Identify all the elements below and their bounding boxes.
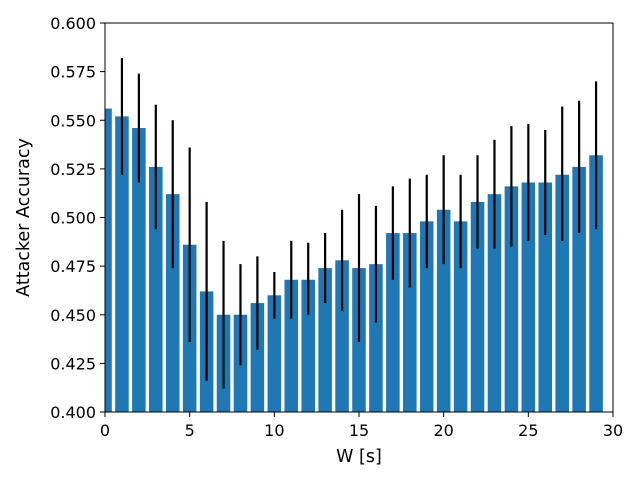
- x-tick-label: 15: [349, 421, 369, 440]
- bar: [538, 182, 553, 412]
- x-tick-label: 30: [603, 421, 623, 440]
- bar: [284, 279, 299, 412]
- y-axis-label: Attacker Accuracy: [14, 138, 34, 297]
- x-tick-label: 20: [433, 421, 453, 440]
- bar: [267, 295, 282, 412]
- y-tick-label: 0.450: [50, 306, 96, 325]
- bar: [487, 194, 502, 412]
- x-tick-label: 0: [100, 421, 110, 440]
- axes-group: 0 5 10 15 20 25 30 0.400 0.425 0.450 0.475 0.500 0.5…: [50, 14, 623, 440]
- y-tick-label: 0.400: [50, 403, 96, 422]
- x-tick-label: 25: [518, 421, 538, 440]
- bar: [504, 186, 519, 412]
- bar: [470, 201, 485, 412]
- x-tick-label: 10: [264, 421, 284, 440]
- y-tick-label: 0.425: [50, 354, 96, 373]
- x-tick-label: 5: [185, 421, 195, 440]
- bar: [105, 108, 112, 412]
- bars-group: [105, 108, 603, 413]
- y-tick-label: 0.500: [50, 209, 96, 228]
- bar: [318, 268, 332, 412]
- bar: [149, 166, 163, 412]
- bar: [115, 116, 129, 413]
- bar: [453, 221, 468, 412]
- y-tick-label: 0.600: [50, 14, 96, 33]
- bar: [386, 233, 400, 412]
- y-tick-label: 0.525: [50, 160, 96, 179]
- bar: [132, 128, 146, 412]
- error-bars-group: [120, 58, 598, 389]
- bar: [436, 209, 451, 412]
- bar: [589, 155, 603, 412]
- bar: [419, 221, 434, 412]
- y-tick-label: 0.550: [50, 111, 96, 130]
- bar: [521, 182, 536, 412]
- y-tick-label: 0.575: [50, 63, 96, 82]
- x-axis-label: W [s]: [336, 447, 382, 467]
- bar: [165, 194, 180, 412]
- y-tick-label: 0.475: [50, 257, 96, 276]
- bar: [369, 264, 383, 412]
- bar: [250, 303, 265, 412]
- bar: [301, 279, 315, 412]
- bar: [335, 260, 349, 412]
- bar: [403, 233, 417, 412]
- bar: [572, 166, 586, 412]
- bar: [555, 174, 569, 412]
